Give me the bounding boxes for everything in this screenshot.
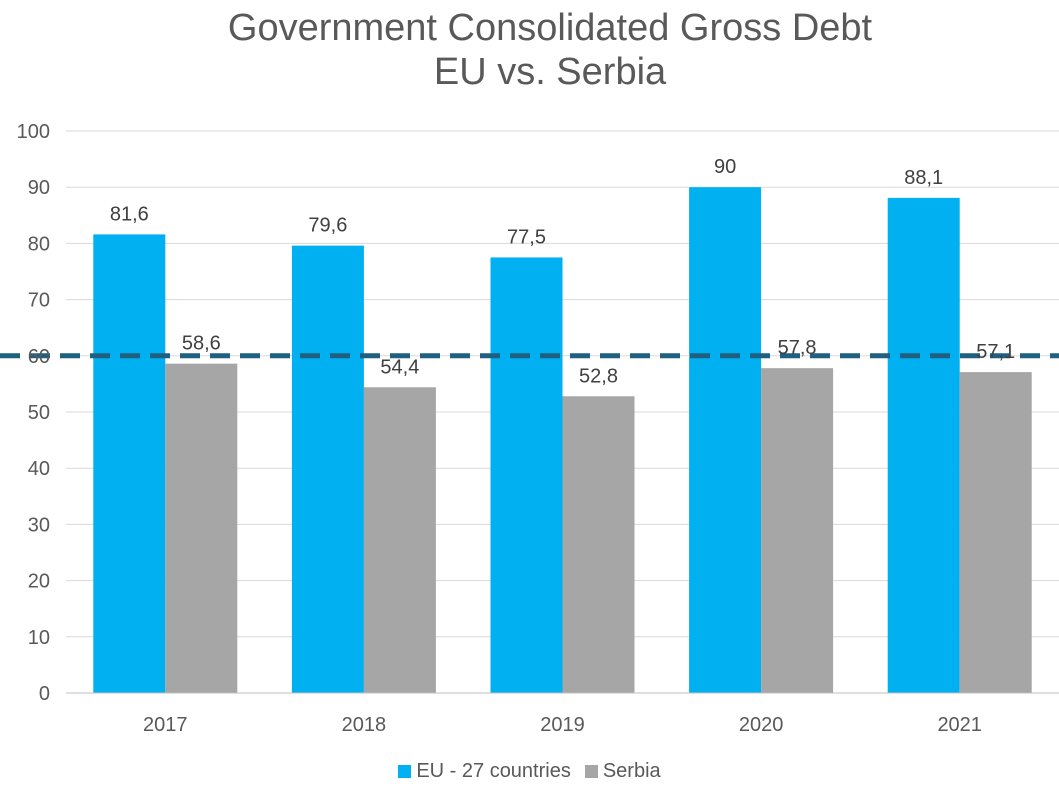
chart-title-line-2: EU vs. Serbia [433,51,667,93]
x-tick-label: 2018 [342,714,387,736]
bar-eu[interactable] [93,234,166,693]
y-tick-label: 100 [17,121,50,143]
chart-title-line-1: Government Consolidated Gross Debt [227,7,873,49]
bar-eu[interactable] [887,197,960,694]
bar-serbia[interactable] [959,372,1032,693]
y-tick-label: 30 [28,514,50,536]
data-label-serbia: 57,8 [778,337,817,359]
data-labels: 81,6 58,6 79,6 54,4 77,5 52,8 90 57,8 88,1 57,1 [110,156,1015,387]
legend-item-serbia[interactable]: Serbia [584,760,661,783]
legend-swatch-eu [398,765,412,778]
x-tick-label: 2019 [540,714,585,736]
data-label-serbia: 57,1 [976,341,1015,363]
bar-serbia[interactable] [562,396,635,693]
x-tick-label: 2017 [143,714,188,736]
y-tick-label: 10 [28,627,50,649]
data-label-eu: 88,1 [904,167,943,189]
data-label-serbia: 52,8 [579,365,618,387]
data-label-eu: 79,6 [308,215,347,237]
x-tick-label: 2021 [937,714,982,736]
axes: 0 10 20 30 40 50 60 70 80 90 100 2017 2018 2019 2020 20… [17,121,1059,736]
legend: EU - 27 countries Serbia [0,760,1059,783]
legend-label-serbia: Serbia [602,760,661,782]
data-label-eu: 77,5 [507,226,546,248]
y-tick-label: 0 [39,683,50,705]
y-tick-label: 50 [28,402,50,424]
chart-title: Government Consolidated Gross Debt EU vs… [0,6,1059,94]
y-tick-label: 40 [28,458,50,480]
x-tick-label: 2020 [739,714,784,736]
y-tick-label: 20 [28,571,50,593]
bar-eu[interactable] [689,187,762,693]
bar-serbia[interactable] [165,363,238,693]
data-label-serbia: 54,4 [380,356,419,378]
legend-item-eu[interactable]: EU - 27 countries [398,760,571,783]
bar-serbia[interactable] [761,368,834,693]
bar-eu[interactable] [490,257,563,693]
data-label-serbia: 58,6 [182,333,221,355]
legend-label-eu: EU - 27 countries [416,760,571,782]
bars [93,187,1032,694]
y-tick-label: 60 [28,346,50,368]
y-tick-label: 90 [28,177,50,199]
bar-serbia[interactable] [363,387,436,693]
legend-swatch-serbia [584,765,598,778]
y-tick-label: 70 [28,290,50,312]
data-label-eu: 81,6 [110,203,149,225]
y-tick-label: 80 [28,233,50,255]
data-label-eu: 90 [714,156,736,178]
bar-eu[interactable] [291,245,364,693]
